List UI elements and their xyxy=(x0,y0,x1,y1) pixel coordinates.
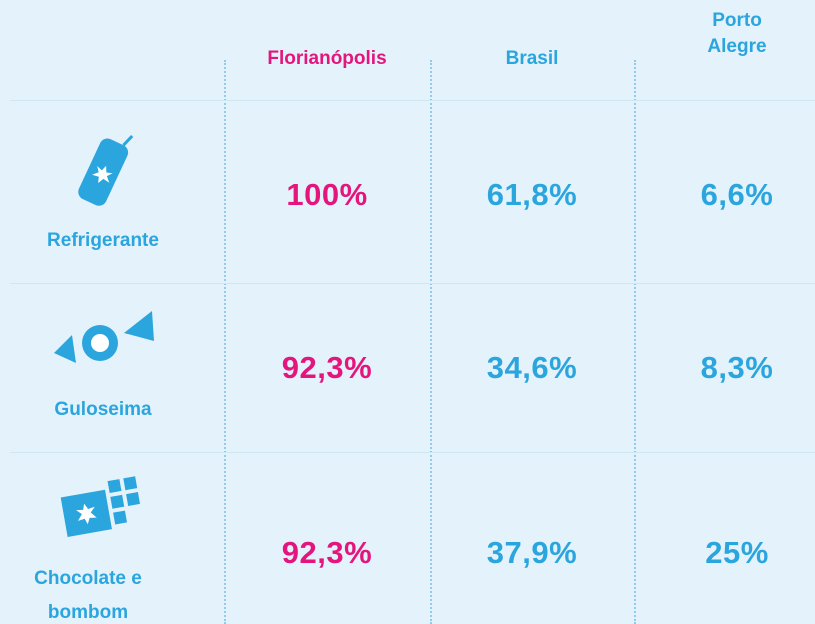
soda-can-icon xyxy=(78,134,134,206)
cell-value: 61,8% xyxy=(486,177,578,212)
chocolate-icon xyxy=(60,476,140,537)
cell-value: 25% xyxy=(705,535,769,570)
column-header: Brasil xyxy=(505,48,559,69)
cell-value: 6,6% xyxy=(700,177,774,212)
column-divider xyxy=(224,60,226,624)
row-divider xyxy=(10,452,815,453)
column-header: Porto Alegre xyxy=(707,10,767,57)
column-divider xyxy=(430,60,432,624)
row-divider xyxy=(10,283,815,284)
candy-icon xyxy=(54,311,154,363)
row-divider xyxy=(10,100,815,101)
column-header: Florianópolis xyxy=(267,48,387,69)
cell-value: 100% xyxy=(286,177,368,212)
cell-value: 8,3% xyxy=(700,350,774,385)
row-label: Refrigerante xyxy=(47,230,159,251)
column-divider xyxy=(634,60,636,624)
row-label: Chocolate e bombom xyxy=(34,568,142,623)
cell-value: 34,6% xyxy=(486,350,578,385)
cell-value: 92,3% xyxy=(281,350,373,385)
cell-value: 92,3% xyxy=(281,535,373,570)
row-label: Guloseima xyxy=(54,399,152,420)
cell-value: 37,9% xyxy=(486,535,578,570)
